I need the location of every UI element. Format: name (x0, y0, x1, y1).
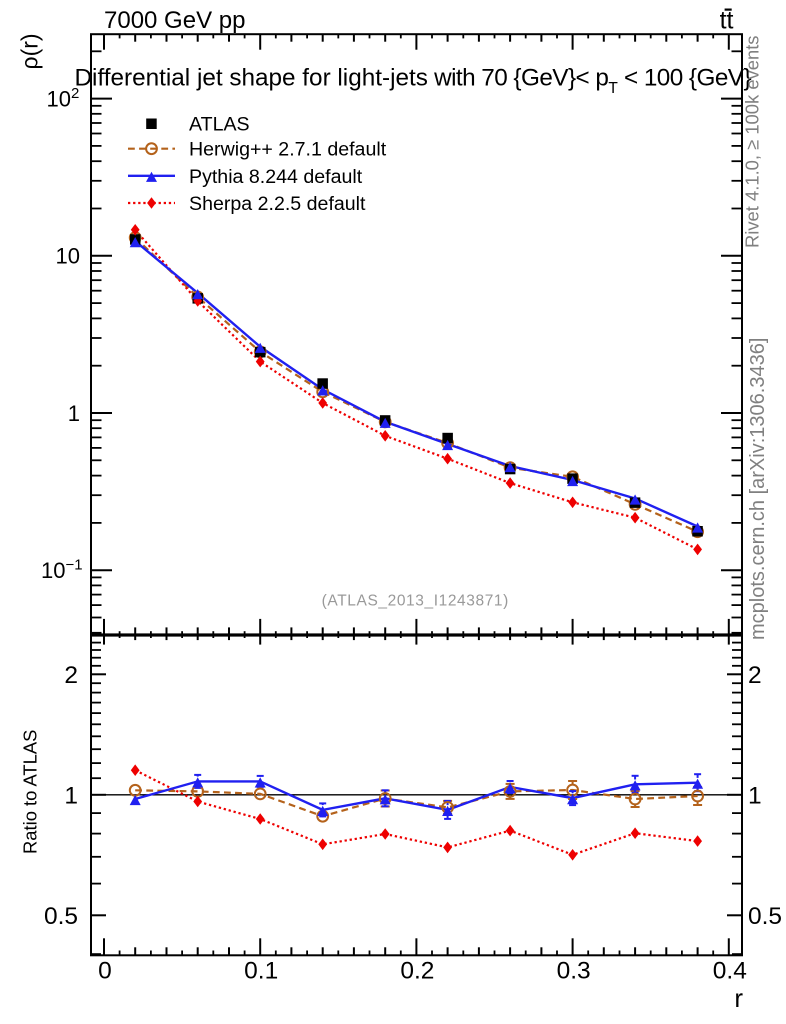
svg-text:2: 2 (748, 662, 762, 689)
svg-text:ρ(r): ρ(r) (17, 33, 43, 69)
svg-text:tt: tt (720, 7, 734, 35)
svg-text:mcplots.cern.ch [arXiv:1306.34: mcplots.cern.ch [arXiv:1306.3436] (747, 338, 769, 640)
svg-text:1: 1 (68, 401, 80, 426)
svg-text:0.3: 0.3 (557, 958, 591, 985)
svg-text:7000 GeV pp: 7000 GeV pp (104, 7, 245, 34)
svg-text:(ATLAS_2013_I1243871): (ATLAS_2013_I1243871) (322, 593, 509, 610)
svg-text:1: 1 (748, 783, 762, 810)
svg-text:0.5: 0.5 (748, 903, 782, 930)
svg-text:0.5: 0.5 (44, 903, 78, 930)
svg-text:0.1: 0.1 (244, 958, 278, 985)
svg-text:10: 10 (56, 244, 80, 269)
svg-text:1: 1 (64, 783, 78, 810)
svg-text:r: r (734, 983, 743, 1013)
svg-text:0.4: 0.4 (713, 958, 747, 985)
svg-text:0: 0 (98, 958, 112, 985)
svg-text:Sherpa 2.2.5 default: Sherpa 2.2.5 default (189, 193, 366, 215)
svg-text:Ratio to ATLAS: Ratio to ATLAS (20, 730, 41, 854)
svg-text:2: 2 (64, 662, 78, 689)
svg-text:0.2: 0.2 (400, 958, 434, 985)
svg-text:Herwig++ 2.7.1 default: Herwig++ 2.7.1 default (189, 139, 387, 161)
svg-text:ATLAS: ATLAS (189, 114, 250, 136)
svg-text:Rivet 4.1.0, ≥ 100k events: Rivet 4.1.0, ≥ 100k events (742, 35, 763, 248)
svg-text:Pythia 8.244 default: Pythia 8.244 default (189, 166, 363, 188)
